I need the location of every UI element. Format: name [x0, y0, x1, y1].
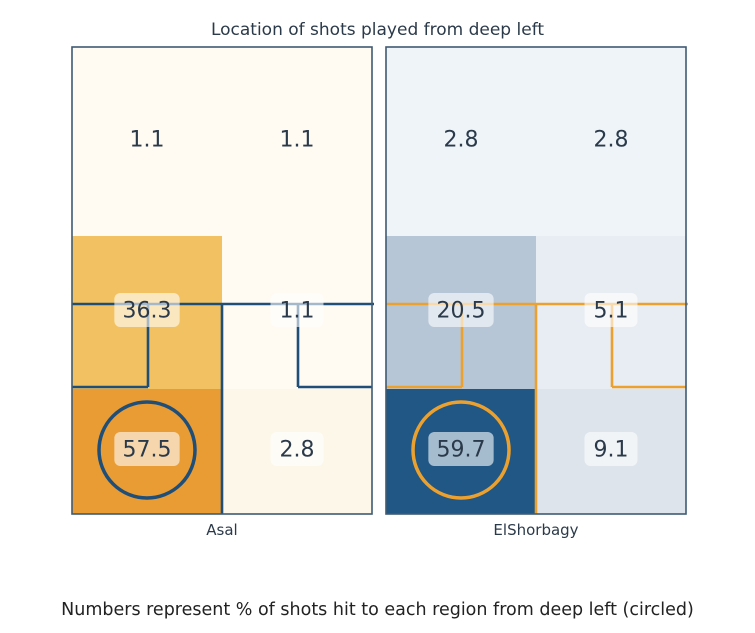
- asal-label-bg-r2c0: [114, 432, 180, 466]
- asal-value-r1c1: 1.1: [280, 299, 315, 324]
- asal-cell-r0c1: [222, 47, 372, 236]
- elshorbagy-panel-border: [385, 46, 687, 515]
- asal-value-r0c0: 1.1: [130, 128, 165, 153]
- asal-origin-circle: [97, 400, 197, 500]
- elshorbagy-value-r2c1: 9.1: [594, 438, 629, 463]
- asal-value-r1c0: 36.3: [123, 299, 172, 324]
- asal-cell-r0c0: [72, 47, 222, 236]
- asal-panel-label: Asal: [206, 521, 237, 539]
- elshorbagy-value-r1c1: 5.1: [594, 299, 629, 324]
- elshorbagy-origin-circle: [411, 400, 511, 500]
- caption: Numbers represent % of shots hit to each…: [61, 600, 694, 620]
- asal-value-r2c1: 2.8: [280, 438, 315, 463]
- elshorbagy-label-bg-r1c0: [428, 293, 494, 327]
- elshorbagy-value-r0c1: 2.8: [594, 128, 629, 153]
- asal-value-r2c0: 57.5: [123, 438, 172, 463]
- elshorbagy-value-r0c0: 2.8: [444, 128, 479, 153]
- elshorbagy-label-bg-r1c1: [584, 293, 638, 327]
- elshorbagy-cell-r0c0: [386, 47, 536, 236]
- asal-label-bg-r1c0: [114, 293, 180, 327]
- elshorbagy-panel-label: ElShorbagy: [493, 521, 578, 539]
- asal-label-bg-r2c1: [270, 432, 324, 466]
- asal-label-bg-r1c1: [270, 293, 324, 327]
- elshorbagy-label-bg-r2c0: [428, 432, 494, 466]
- elshorbagy-value-r1c0: 20.5: [437, 299, 486, 324]
- elshorbagy-value-r2c0: 59.7: [437, 438, 486, 463]
- chart-title: Location of shots played from deep left: [210, 20, 545, 40]
- elshorbagy-label-bg-r2c1: [584, 432, 638, 466]
- elshorbagy-cell-r0c1: [536, 47, 686, 236]
- asal-value-r0c1: 1.1: [280, 128, 315, 153]
- asal-panel-border: [71, 46, 373, 515]
- court-heatmap-chart: 1.1 1.1 36.3 1.1 57.5 2.8 Asal 2.8 2.8 20.5 5.1 59.…: [71, 46, 688, 539]
